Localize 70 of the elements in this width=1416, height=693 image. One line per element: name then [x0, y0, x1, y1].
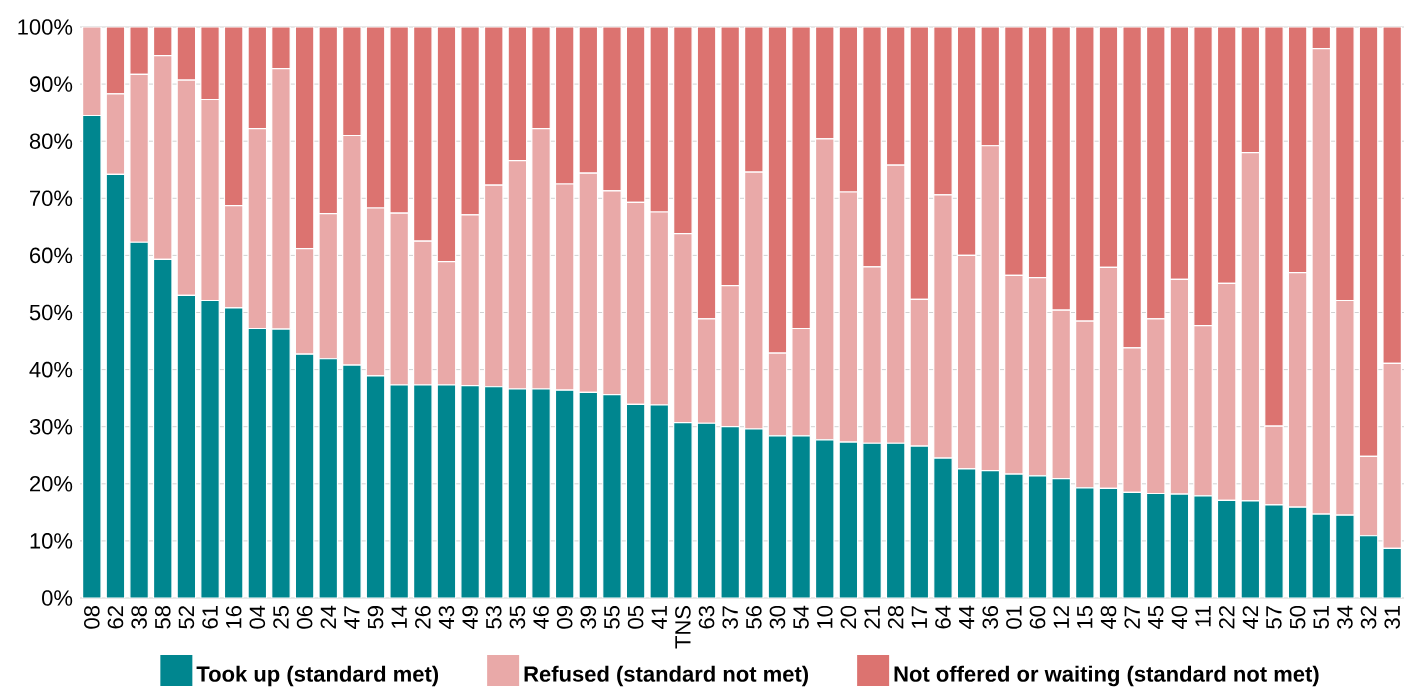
x-tick-label: 16 [225, 606, 242, 628]
x-tick-label: 26 [415, 606, 431, 629]
x-tick-label: 35 [509, 605, 526, 629]
x-tick-label: 49 [462, 606, 478, 630]
x-tick-label: 54 [793, 605, 809, 629]
x-tick-label: TNS [675, 606, 691, 649]
x-tick-label: 63 [698, 606, 715, 629]
x-tick-label: 60 [1029, 605, 1046, 629]
y-tick-label: 80% [29, 133, 73, 149]
y-tick-label: 50% [29, 304, 73, 321]
x-tick-label: 27 [1124, 606, 1140, 629]
y-tick-label: 20% [30, 476, 73, 492]
x-tick-label: 01 [1006, 606, 1022, 629]
x-tick-label: 06 [296, 606, 313, 629]
x-tick-label: 43 [438, 606, 455, 630]
x-tick-label: 21 [864, 606, 880, 629]
x-tick-label: 08 [84, 606, 100, 629]
x-tick-label: 62 [107, 606, 124, 629]
x-tick-label: 64 [935, 605, 951, 629]
y-tick-label: 30% [29, 418, 73, 435]
x-tick-label: 56 [746, 606, 762, 629]
legend-label: Not offered or waiting (standard not met) [894, 665, 1319, 687]
x-tick-label: 46 [533, 606, 549, 630]
x-tick-label: 24 [320, 605, 336, 629]
legend-label: Took up (standard met) [196, 665, 439, 687]
x-tick-label: 15 [1077, 605, 1093, 628]
x-tick-label: 11 [1195, 606, 1211, 627]
x-tick-label: 47 [344, 606, 360, 630]
x-tick-label: 45 [1148, 605, 1164, 630]
y-tick-label: 40% [29, 361, 73, 378]
x-tick-label: 30 [769, 605, 786, 629]
x-tick-label: 36 [982, 606, 999, 629]
x-tick-label: 04 [249, 605, 266, 629]
x-tick-label: 14 [391, 605, 407, 628]
x-tick-label: 51 [1313, 606, 1329, 629]
x-tick-label: 57 [1266, 606, 1282, 629]
x-tick-label: 32 [1360, 606, 1377, 629]
y-tick-label: 0% [42, 590, 73, 606]
x-tick-label: 12 [1053, 606, 1069, 628]
x-tick-label: 42 [1242, 606, 1259, 630]
y-tick-label: 100% [18, 19, 73, 35]
x-tick-label: 50 [1289, 605, 1306, 629]
x-tick-label: 38 [131, 606, 147, 629]
x-tick-label: 17 [911, 606, 927, 628]
y-tick-label: 90% [29, 76, 73, 92]
x-tick-label: 37 [722, 606, 738, 629]
x-tick-label: 55 [604, 605, 620, 629]
x-tick-label: 40 [1171, 605, 1188, 630]
y-tick-label: 60% [30, 247, 73, 264]
x-tick-label: 58 [154, 606, 171, 629]
x-tick-label: 25 [273, 605, 289, 629]
x-tick-label: 05 [627, 605, 644, 629]
legend-label: Refused (standard not met) [524, 665, 809, 687]
x-tick-label: 20 [840, 605, 857, 629]
y-tick-label: 10% [30, 533, 73, 549]
y-tick-label: 70% [30, 190, 73, 207]
x-tick-label: 28 [887, 606, 904, 629]
x-tick-label: 53 [485, 606, 502, 629]
x-tick-label: 44 [959, 605, 975, 630]
x-tick-label: 41 [651, 606, 667, 630]
x-tick-label: 52 [178, 606, 195, 629]
x-tick-label: 39 [580, 606, 597, 629]
x-tick-label: 61 [202, 606, 218, 629]
x-tick-label: 34 [1337, 605, 1353, 629]
x-tick-label: 31 [1384, 606, 1400, 629]
x-tick-label: 22 [1218, 606, 1235, 629]
x-tick-label: 10 [816, 605, 833, 628]
x-tick-label: 48 [1100, 606, 1117, 630]
x-tick-label: 09 [556, 606, 573, 629]
x-tick-label: 59 [367, 606, 384, 629]
